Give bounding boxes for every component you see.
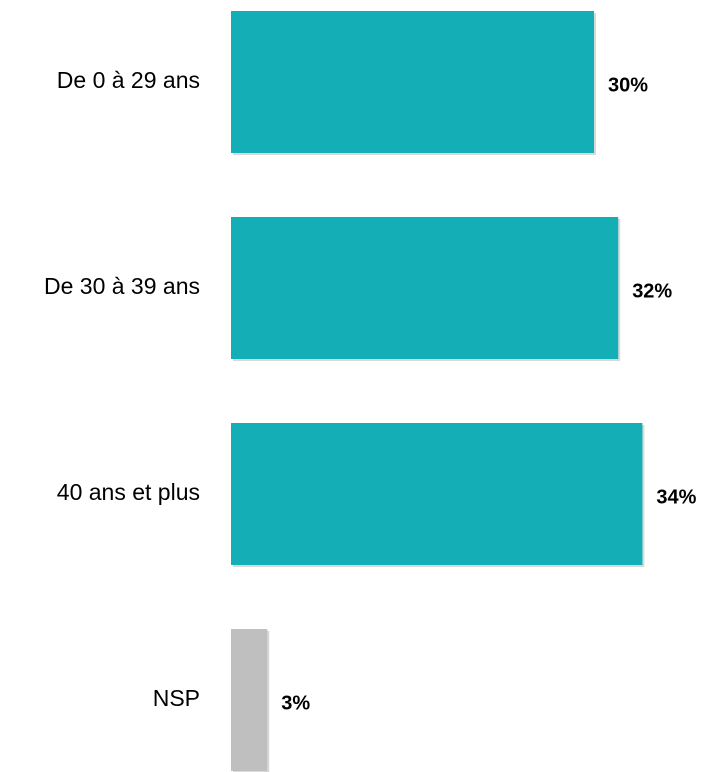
value-label-de-0-a-29-ans: 30% [608,74,648,96]
bar-de-30-a-39-ans [231,217,619,359]
category-label-de-30-a-39-ans: De 30 à 39 ans [44,273,200,299]
bar-40-ans-et-plus [231,423,643,565]
category-labels: De 0 à 29 ans De 30 à 39 ans 40 ans et plu… [44,67,200,711]
category-label-nsp: NSP [153,685,200,711]
bar-de-0-a-29-ans [231,11,594,153]
value-label-40-ans-et-plus: 34% [656,486,696,508]
value-label-de-30-a-39-ans: 32% [632,280,672,302]
category-label-de-0-a-29-ans: De 0 à 29 ans [57,67,200,93]
value-labels: 30% 32% 34% 3% [281,74,696,714]
bars-group [231,11,645,772]
category-label-40-ans-et-plus: 40 ans et plus [57,479,200,505]
bar-nsp [231,629,268,771]
value-label-nsp: 3% [281,692,310,714]
